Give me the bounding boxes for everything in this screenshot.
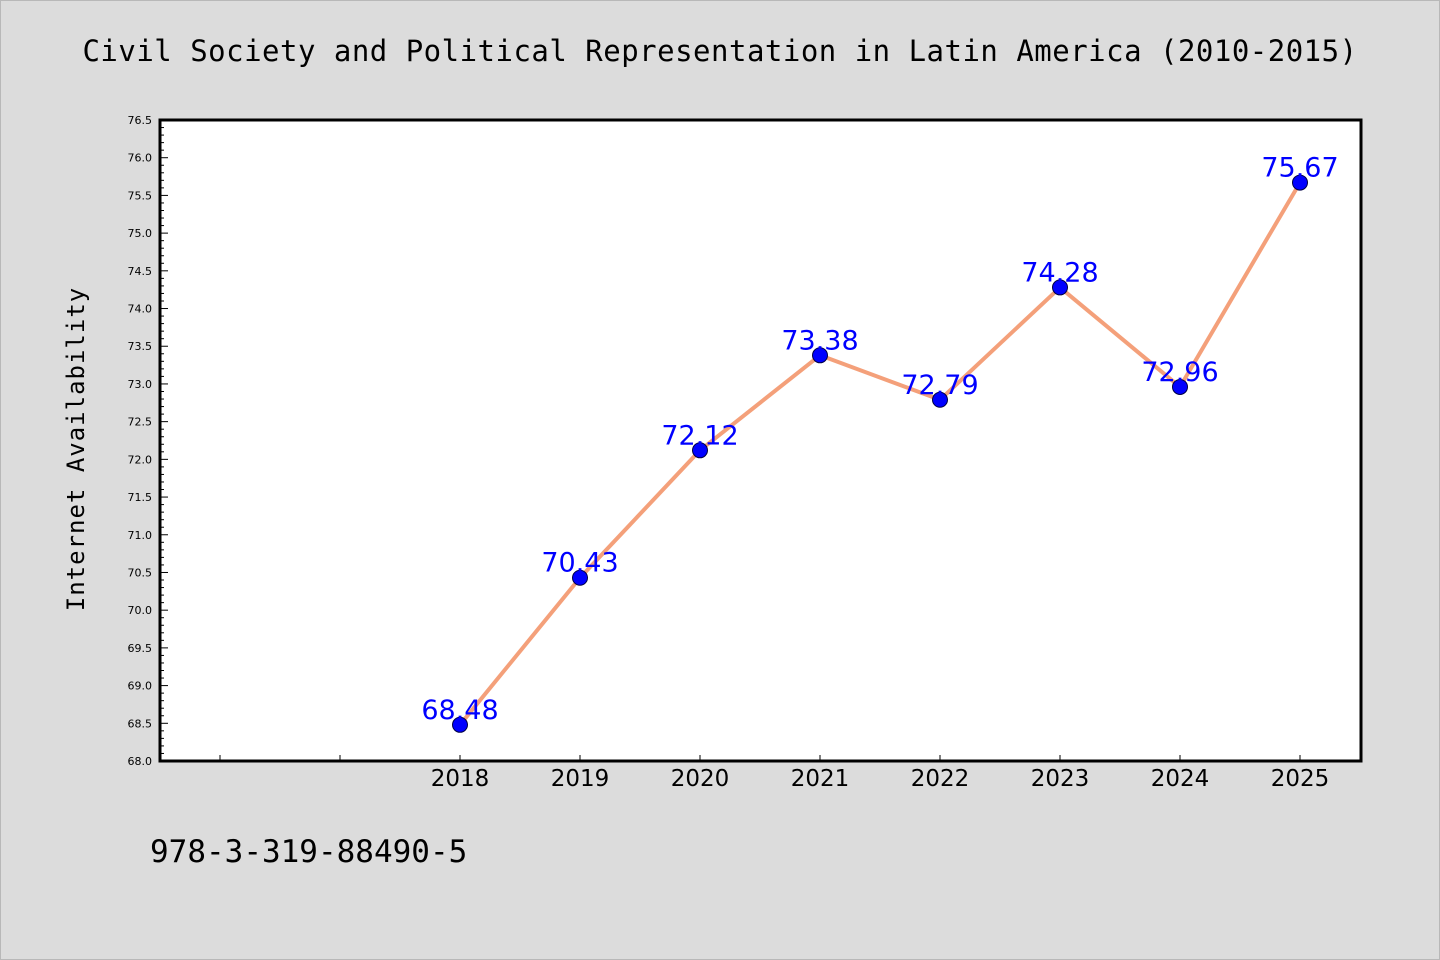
data-point: [1292, 174, 1308, 191]
y-tick-label: 74.0: [128, 303, 153, 316]
x-tick-label: 2024: [1151, 766, 1210, 792]
data-label: 72.12: [661, 420, 738, 451]
y-tick-label: 69.0: [128, 680, 153, 693]
plot-area: [158, 118, 1363, 763]
y-tick-label: 76.5: [128, 114, 153, 127]
data-point: [1172, 378, 1188, 395]
data-label: 75.67: [1261, 153, 1338, 184]
y-tick-label: 72.5: [128, 416, 153, 429]
data-point: [932, 391, 948, 408]
data-label: 72.79: [901, 370, 978, 401]
y-tick-label: 71.5: [128, 491, 153, 504]
data-point: [1052, 279, 1068, 296]
x-tick-label: 2025: [1271, 766, 1330, 792]
y-tick-label: 72.0: [128, 453, 153, 466]
y-tick-label: 70.5: [128, 566, 153, 579]
data-point: [812, 347, 828, 364]
y-tick-label: 76.0: [128, 152, 153, 165]
series-line-group: [458, 180, 1302, 727]
y-tick-label: 68.5: [128, 717, 153, 730]
data-label: 68.48: [421, 695, 498, 726]
y-tick-label: 75.0: [128, 227, 153, 240]
y-tick-label: 70.0: [128, 604, 153, 617]
data-point: [452, 716, 468, 733]
y-tick-label: 73.0: [128, 378, 153, 391]
data-labels: 68.48 70.43 72.12 73.38 72.79 74.28 72.96 75.67: [421, 153, 1338, 726]
data-label: 74.28: [1021, 257, 1098, 288]
isbn-text: 978-3-319-88490-5: [150, 834, 468, 870]
chart-title: Civil Society and Political Representati…: [82, 34, 1358, 68]
x-tick-label: 2021: [791, 766, 850, 792]
series-points: [452, 174, 1308, 733]
x-tick-label: 2018: [431, 766, 490, 792]
y-tick-label: 69.5: [128, 642, 153, 655]
x-tick-label: 2020: [671, 766, 730, 792]
y-axis: 68.0 68.5 69.0 69.5 70.0 70.5 71.0 71.5 72.0 72.5…: [128, 114, 168, 768]
data-label: 73.38: [781, 325, 858, 356]
y-tick-label: 68.0: [128, 755, 153, 768]
data-point: [692, 442, 708, 459]
data-point: [572, 569, 588, 586]
series-line: [458, 180, 1302, 727]
x-axis: 2018 2019 2020 2021 2022 2023 2024 2025: [219, 755, 1330, 792]
x-tick-label: 2022: [911, 766, 970, 792]
data-label: 72.96: [1141, 357, 1218, 388]
x-tick-label: 2019: [551, 766, 610, 792]
y-tick-label: 74.5: [128, 265, 153, 278]
y-tick-label: 71.0: [128, 529, 153, 542]
x-tick-label: 2023: [1031, 766, 1090, 792]
data-label: 70.43: [541, 548, 618, 579]
y-tick-label: 73.5: [128, 340, 153, 353]
y-tick-label: 75.5: [128, 189, 153, 202]
